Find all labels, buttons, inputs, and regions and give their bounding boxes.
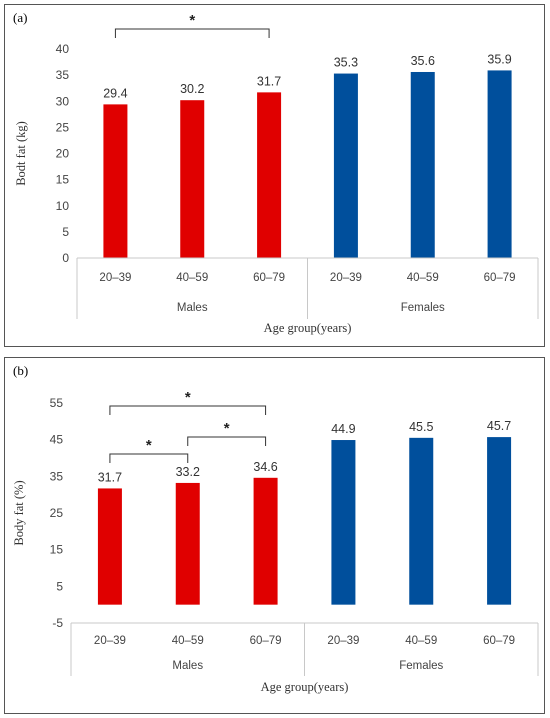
group-label: Females bbox=[401, 302, 445, 314]
chart-a-svg: (a) 0 5 10 15 20 25 30 35 40 Bodt fat (kg) 29.4 30.2… bbox=[13, 10, 539, 335]
chart-panel-a: (a) 0 5 10 15 20 25 30 35 40 Bodt fat (kg) 29.4 30.2… bbox=[4, 4, 545, 347]
significance-bracket bbox=[187, 436, 267, 446]
bar bbox=[103, 104, 128, 258]
y-axis-title: Body fat (%) bbox=[12, 480, 26, 545]
y-tick-label: 35 bbox=[50, 469, 64, 483]
y-tick-label: 45 bbox=[50, 433, 64, 447]
y-tick-label: 15 bbox=[56, 173, 70, 187]
chart-panel-b: (b) -5 5 15 25 35 45 55 Body fat (%) 31.7 33.2 34.6… bbox=[4, 357, 545, 714]
bar bbox=[487, 437, 512, 605]
y-tick-label: 35 bbox=[56, 68, 70, 82]
data-label: 35.9 bbox=[487, 52, 511, 66]
bar bbox=[253, 477, 278, 605]
significance-bracket bbox=[109, 453, 189, 463]
bar bbox=[257, 92, 282, 259]
x-tick-label: 60–79 bbox=[483, 635, 515, 647]
data-label: 31.7 bbox=[257, 74, 281, 88]
y-tick-label: 25 bbox=[56, 120, 70, 134]
chart-b-svg: (b) -5 5 15 25 35 45 55 Body fat (%) 31.7 33.2 34.6… bbox=[12, 363, 539, 694]
y-tick-label: 40 bbox=[56, 42, 70, 56]
y-tick-label: 25 bbox=[50, 506, 64, 520]
data-label: 30.2 bbox=[180, 82, 204, 96]
panel-label: (a) bbox=[13, 10, 27, 25]
group-label: Females bbox=[399, 660, 443, 672]
y-tick-label: -5 bbox=[52, 616, 63, 630]
bar bbox=[410, 71, 435, 259]
bar bbox=[180, 100, 205, 258]
significance-bracket bbox=[114, 28, 270, 38]
x-tick-label: 40–59 bbox=[405, 635, 437, 647]
group-label: Males bbox=[172, 660, 203, 672]
y-tick-label: 20 bbox=[56, 147, 70, 161]
data-label: 34.6 bbox=[253, 460, 277, 474]
x-tick-label: 40–59 bbox=[172, 635, 204, 647]
x-tick-label: 20–39 bbox=[99, 272, 131, 284]
data-label: 33.2 bbox=[176, 465, 200, 479]
y-axis-title: Bodt fat (kg) bbox=[14, 121, 28, 186]
y-tick-label: 55 bbox=[50, 396, 64, 410]
x-tick-label: 60–79 bbox=[484, 272, 516, 284]
y-tick-label: 30 bbox=[56, 94, 70, 108]
bar bbox=[409, 437, 434, 605]
group-label: Males bbox=[177, 302, 208, 314]
significance-marker: * bbox=[146, 437, 152, 454]
data-label: 44.9 bbox=[331, 422, 355, 436]
x-tick-label: 60–79 bbox=[250, 635, 282, 647]
x-axis-title: Age group(years) bbox=[261, 680, 349, 694]
data-label: 29.4 bbox=[103, 86, 127, 100]
y-tick-label: 0 bbox=[62, 251, 69, 265]
x-tick-label: 40–59 bbox=[176, 272, 208, 284]
significance-marker: * bbox=[224, 420, 230, 437]
bar bbox=[487, 70, 512, 258]
y-tick-label: 5 bbox=[62, 225, 69, 239]
significance-bracket bbox=[109, 405, 267, 415]
x-tick-label: 20–39 bbox=[327, 635, 359, 647]
panel-label: (b) bbox=[13, 363, 28, 378]
y-tick-label: 15 bbox=[50, 543, 64, 557]
x-tick-label: 20–39 bbox=[94, 635, 126, 647]
y-tick-label: 10 bbox=[56, 199, 70, 213]
x-tick-label: 60–79 bbox=[253, 272, 285, 284]
bar bbox=[97, 488, 122, 605]
data-label: 45.5 bbox=[409, 420, 433, 434]
bar bbox=[331, 440, 356, 605]
significance-marker: * bbox=[189, 12, 195, 29]
x-axis-title: Age group(years) bbox=[264, 321, 352, 335]
data-label: 35.3 bbox=[334, 56, 358, 70]
data-label: 31.7 bbox=[98, 470, 122, 484]
bar bbox=[175, 482, 200, 605]
data-label: 35.6 bbox=[411, 54, 435, 68]
bar bbox=[333, 73, 358, 259]
x-tick-label: 20–39 bbox=[330, 272, 362, 284]
significance-marker: * bbox=[185, 389, 191, 406]
y-tick-label: 5 bbox=[56, 579, 63, 593]
data-label: 45.7 bbox=[487, 419, 511, 433]
x-tick-label: 40–59 bbox=[407, 272, 439, 284]
